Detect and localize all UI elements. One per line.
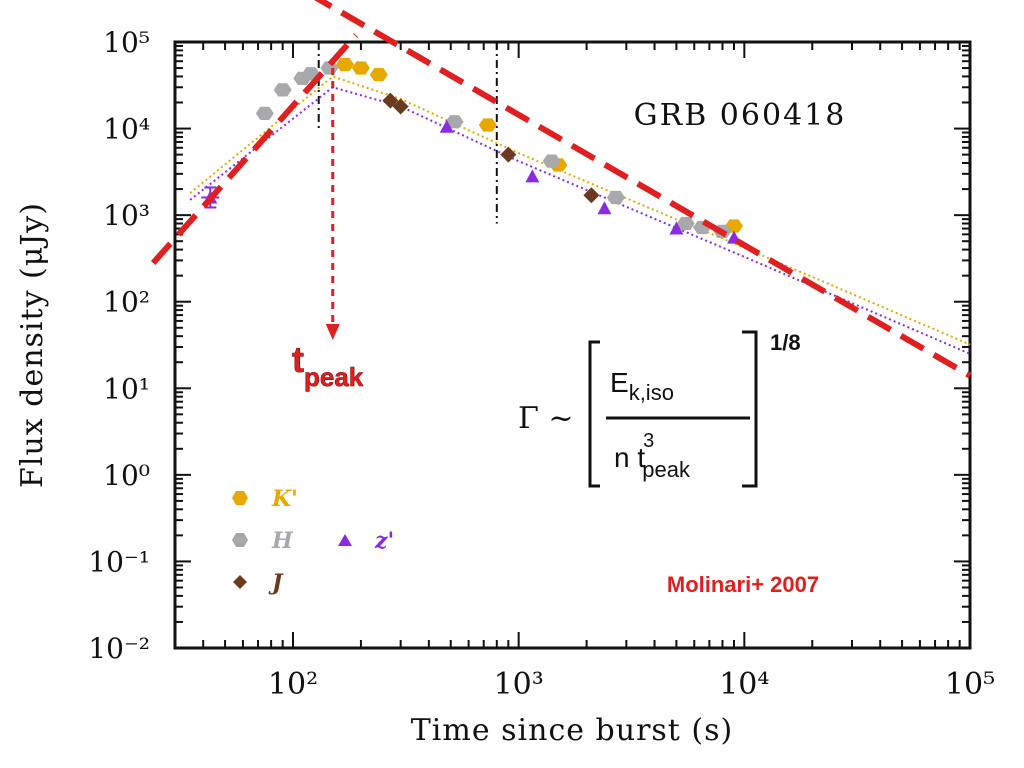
y-tick-label: 10¹ (103, 372, 150, 405)
vertical-lines (317, 42, 498, 224)
y-axis-ticks (175, 41, 970, 649)
data-point (607, 190, 626, 205)
x-tick-label: 10⁴ (719, 667, 769, 702)
chart-title: GRB 060418 (634, 98, 847, 133)
legend-marker-k (232, 491, 248, 505)
data-point (542, 154, 561, 168)
legend-item-k: K' (232, 486, 298, 512)
x-tick-label: 10² (268, 667, 318, 702)
series-k (336, 57, 744, 233)
formula-exponent: 1/8 (770, 330, 801, 355)
data-point (369, 67, 388, 82)
formula-right-bracket (742, 330, 758, 488)
power-law-fit-line (314, 0, 972, 379)
data-point (255, 106, 274, 120)
data-point (669, 221, 684, 235)
x-axis-tick-labels: 10² 10³ 10⁴ 10⁵ (268, 667, 995, 702)
data-point (676, 216, 695, 231)
legend-marker-h (232, 533, 248, 547)
legend-label-z: z' (374, 528, 394, 554)
data-point (273, 83, 292, 97)
y-tick-label: 10⁰ (103, 459, 150, 492)
formula-lhs: Γ ~ (518, 401, 574, 436)
citation: Molinari+ 2007 (667, 572, 819, 597)
model-curve (189, 86, 971, 355)
legend-label-j: J (268, 570, 284, 596)
x-tick-label: 10⁵ (945, 667, 995, 702)
legend-label-h: H (271, 528, 294, 554)
x-tick-label: 10³ (494, 667, 544, 702)
data-point (478, 118, 497, 132)
data-points (201, 57, 744, 244)
data-point (597, 201, 612, 215)
legend-marker-j (233, 575, 247, 589)
formula-denominator: n t3 peak (614, 430, 691, 482)
legend-item-j: J (233, 570, 284, 596)
y-tick-label: 10³ (103, 199, 150, 232)
formula-numerator: Ek,iso (610, 367, 674, 405)
y-tick-label: 10⁻¹ (88, 545, 150, 578)
data-point (525, 169, 540, 183)
data-point (583, 187, 600, 204)
y-axis-tick-labels: 10⁻² 10⁻¹ 10⁰ 10¹ 10² 10³ 10⁴ 10⁵ (88, 26, 150, 665)
data-point (351, 61, 370, 75)
data-point (445, 115, 464, 129)
data-point (500, 146, 517, 163)
y-tick-label: 10⁻² (88, 632, 150, 665)
y-tick-label: 10⁵ (103, 26, 150, 59)
power-law-fit-line (150, 33, 359, 265)
legend-item-h: H (232, 528, 294, 554)
t-peak-label: tpeak (292, 339, 364, 392)
x-axis-label: Time since burst (s) (411, 713, 733, 748)
formula-left-bracket (588, 340, 600, 488)
series-h (255, 61, 732, 238)
t-peak-arrowhead (325, 324, 340, 340)
lorentz-factor-formula: Γ ~ Ek,iso n t3 peak 1/8 (518, 330, 801, 488)
x-axis-ticks (174, 42, 971, 648)
t-peak-annotation: tpeak (292, 68, 364, 392)
legend: K' H z' J (232, 486, 394, 596)
legend-marker-z (338, 534, 352, 546)
data-point (439, 119, 454, 133)
plot-border (173, 40, 972, 650)
legend-label-k: K' (271, 486, 298, 512)
data-point (382, 92, 399, 109)
overlay-lines (150, 0, 972, 379)
y-axis-label: Flux density (μJy) (15, 202, 50, 488)
data-point (336, 57, 355, 72)
series-z (201, 119, 742, 244)
series-j (382, 92, 600, 204)
y-tick-label: 10² (103, 286, 150, 319)
data-point (392, 98, 409, 115)
plot-frame (173, 40, 972, 650)
legend-item-z: z' (338, 528, 394, 554)
y-tick-label: 10⁴ (103, 113, 150, 146)
model-curves (189, 75, 971, 355)
